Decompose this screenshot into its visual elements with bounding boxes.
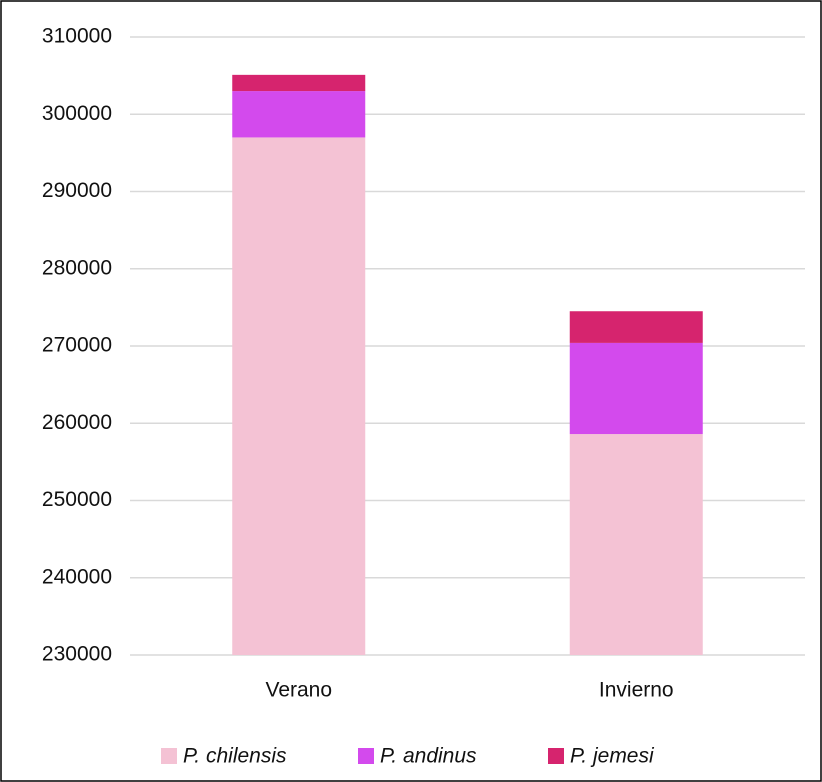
y-tick-label: 290000 [42, 179, 112, 202]
bar-segment [232, 137, 366, 656]
y-tick-label: 230000 [42, 643, 112, 666]
legend-swatch [161, 748, 177, 764]
legend-label: P. andinus [380, 745, 477, 768]
y-tick-label: 310000 [42, 25, 112, 48]
y-tick-label: 260000 [42, 411, 112, 434]
legend-swatch [358, 748, 374, 764]
x-tick-label: Invierno [599, 679, 674, 702]
legend-label: P. jemesi [570, 745, 655, 768]
x-tick-label: Verano [265, 679, 332, 702]
y-tick-label: 240000 [42, 565, 112, 588]
bar-segment [232, 74, 366, 92]
bar-segment [569, 434, 703, 655]
bar-segment [569, 342, 703, 435]
y-tick-label: 280000 [42, 256, 112, 279]
legend-swatch [548, 748, 564, 764]
bar-segment [232, 91, 366, 138]
y-tick-label: 250000 [42, 488, 112, 511]
y-tick-label: 300000 [42, 102, 112, 125]
legend-label: P. chilensis [183, 745, 287, 768]
y-tick-label: 270000 [42, 334, 112, 357]
bar-segment [569, 311, 703, 343]
